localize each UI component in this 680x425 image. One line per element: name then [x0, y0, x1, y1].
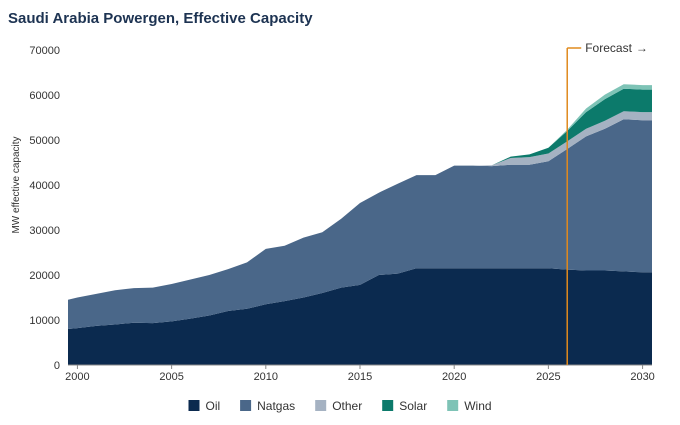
- legend-label: Solar: [399, 399, 427, 413]
- legend-item-natgas: Natgas: [240, 399, 295, 413]
- axes: 0 10000 20000 30000 40000 50000 60000 70000 2000…: [29, 45, 654, 383]
- y-tick-label: 70000: [29, 45, 60, 57]
- y-tick-label: 10000: [29, 315, 60, 327]
- area-wind: [68, 84, 652, 300]
- legend-label: Other: [332, 399, 362, 413]
- x-tick-label: 2005: [159, 371, 183, 383]
- legend-swatch: [447, 400, 459, 411]
- x-tick-label: 2020: [442, 371, 466, 383]
- legend-swatch: [188, 400, 200, 411]
- x-tick-label: 2015: [348, 371, 372, 383]
- area-layers: [68, 84, 652, 365]
- y-tick-label: 40000: [29, 180, 60, 192]
- legend-item-solar: Solar: [382, 399, 427, 413]
- legend-swatch: [315, 400, 327, 411]
- y-tick-label: 50000: [29, 135, 60, 147]
- legend-item-wind: Wind: [447, 399, 492, 413]
- legend-swatch: [240, 400, 252, 411]
- y-tick-label: 20000: [29, 270, 60, 282]
- legend-label: Wind: [464, 399, 491, 413]
- legend: Oil Natgas Other Solar Wind: [188, 399, 492, 413]
- y-tick-label: 0: [54, 360, 60, 372]
- area-oil: [68, 268, 652, 365]
- area-natgas: [68, 119, 652, 329]
- legend-item-other: Other: [315, 399, 362, 413]
- legend-swatch: [382, 400, 394, 411]
- x-tick-label: 2010: [254, 371, 278, 383]
- area-solar: [68, 88, 652, 300]
- legend-label: Natgas: [257, 399, 295, 413]
- y-tick-label: 30000: [29, 225, 60, 237]
- legend-item-oil: Oil: [188, 399, 221, 413]
- area-other: [68, 111, 652, 300]
- x-tick-label: 2025: [536, 371, 560, 383]
- legend-label: Oil: [206, 399, 221, 413]
- forecast-arrow-icon: →: [636, 41, 648, 55]
- x-tick-label: 2030: [630, 371, 654, 383]
- x-tick-label: 2000: [65, 371, 89, 383]
- forecast-label: Forecast: [585, 41, 632, 55]
- chart-title: Saudi Arabia Powergen, Effective Capacit…: [8, 10, 313, 27]
- y-tick-label: 60000: [29, 90, 60, 102]
- forecast-marker: Forecast →: [566, 41, 648, 365]
- y-axis-label: MW effective capacity: [11, 136, 22, 233]
